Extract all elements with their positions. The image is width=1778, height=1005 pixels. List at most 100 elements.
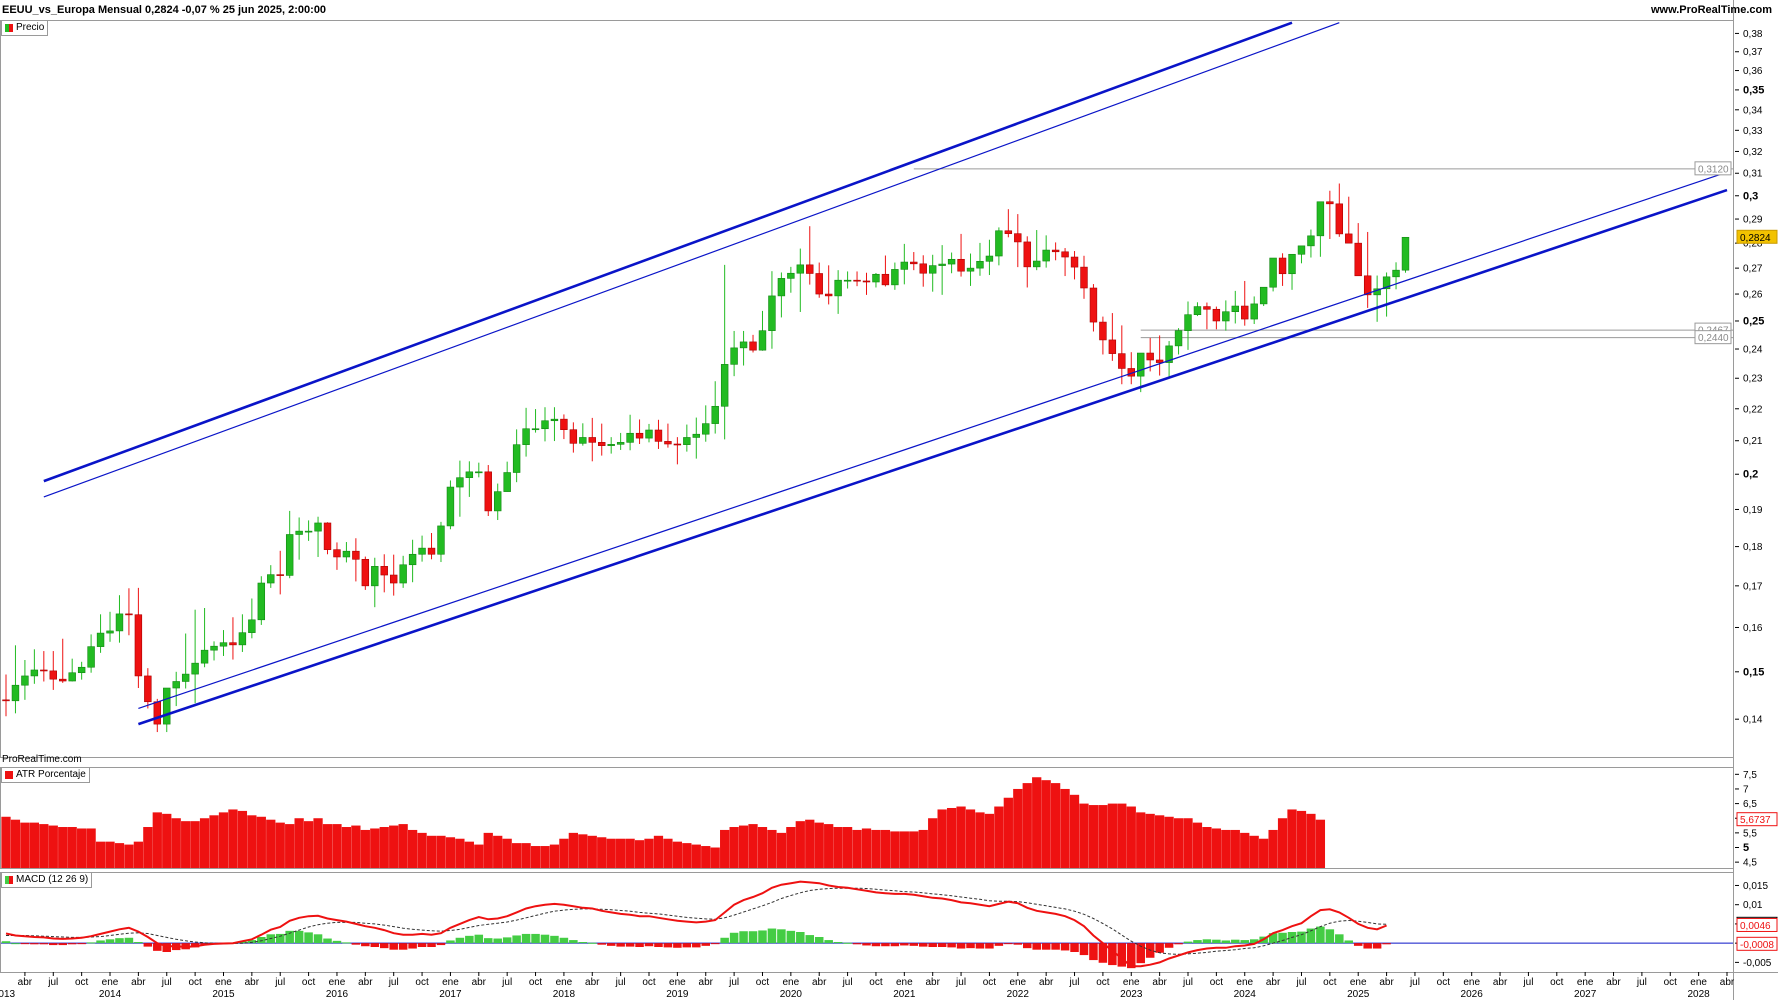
atr-bar	[181, 821, 191, 868]
time-month-label: ene	[102, 977, 119, 988]
atr-bar	[1183, 818, 1193, 868]
atr-bar	[842, 827, 853, 868]
price-tick-label: 0,36	[1743, 66, 1763, 77]
atr-bar	[672, 841, 683, 868]
macd-tick-label: 0,015	[1743, 881, 1768, 892]
time-month-label: jul	[1182, 977, 1193, 988]
time-month-label: jul	[1409, 977, 1420, 988]
candle-body	[418, 547, 426, 555]
time-month-label: ene	[669, 977, 686, 988]
macd-histogram-bar	[673, 943, 682, 948]
atr-bar	[691, 844, 701, 868]
macd-value: 0,0046	[1736, 917, 1778, 932]
candle-body	[1174, 330, 1183, 347]
atr-bar	[805, 819, 815, 868]
level-label: 0,3120	[1694, 161, 1732, 176]
atr-bar	[493, 835, 503, 868]
time-month-label: jul	[161, 977, 172, 988]
price-tick-label: 0,15	[1743, 666, 1764, 678]
atr-bar	[58, 827, 68, 868]
atr-bar	[909, 831, 919, 868]
candle-body	[172, 681, 180, 689]
candle-body	[1184, 314, 1192, 331]
macd-histogram-bar	[720, 937, 729, 944]
macd-line	[5, 880, 1387, 968]
atr-bar	[1003, 797, 1013, 868]
atr-bar	[1211, 828, 1222, 868]
legend-atr[interactable]: ATR Porcentaje	[1, 767, 90, 783]
candle-body	[787, 272, 795, 279]
atr-bar	[1, 816, 11, 868]
macd-histogram-bar	[285, 930, 294, 944]
time-month-label: jul	[1069, 977, 1080, 988]
macd-histogram-bar	[417, 943, 427, 947]
macd-histogram-bar	[1221, 940, 1231, 944]
candle-body	[238, 632, 247, 646]
macd-histogram-bar	[1344, 940, 1354, 944]
candle-body	[928, 265, 937, 274]
macd-histogram-bar	[502, 937, 512, 944]
price-tick-label: 0,25	[1743, 315, 1764, 327]
macd-value-text: 0,0046	[1740, 921, 1771, 932]
macd-histogram-bar	[1127, 943, 1136, 969]
candle-body	[1042, 249, 1050, 262]
time-month-label: oct	[756, 977, 770, 988]
macd-histogram-bar	[427, 943, 436, 947]
atr-bar	[228, 809, 238, 868]
macd-histogram-bar	[833, 942, 843, 944]
candle-body	[739, 341, 748, 349]
atr-bar	[77, 828, 87, 868]
candle-body	[323, 522, 332, 550]
candle-body	[49, 670, 57, 680]
macd-histogram-bar	[247, 940, 257, 944]
candle-body	[985, 255, 994, 262]
candle-body	[824, 293, 833, 297]
macd-histogram-bar	[862, 943, 871, 946]
time-month-label: oct	[75, 977, 89, 988]
atr-bar	[587, 835, 597, 868]
candle-body	[59, 678, 67, 682]
atr-bar	[1117, 803, 1127, 868]
time-month-label: oct	[1323, 977, 1337, 988]
atr-bar	[502, 838, 512, 868]
price-tick-label: 0,29	[1743, 215, 1763, 226]
price-last-value: 0,2824	[1736, 229, 1778, 244]
atr-bar	[1145, 813, 1155, 868]
atr-bar	[814, 822, 824, 868]
time-month-label: oct	[869, 977, 883, 988]
atr-bar	[720, 829, 730, 868]
candle-body	[1250, 303, 1258, 320]
candle-body	[314, 522, 322, 532]
price-last-value-text: 0,2824	[1740, 233, 1771, 244]
macd-histogram-bar	[739, 931, 748, 944]
macd-tick-label: 0,01	[1743, 900, 1763, 911]
candle-body	[938, 263, 946, 266]
candle-body	[777, 278, 786, 297]
time-month-label: abr	[699, 977, 714, 988]
candle-body	[1193, 306, 1202, 315]
atr-bar	[1060, 788, 1070, 868]
candle-body	[1297, 245, 1306, 255]
channel-line	[138, 171, 1728, 710]
candle-body	[541, 420, 549, 430]
macd-histogram-bar	[947, 943, 956, 948]
time-month-label: ene	[329, 977, 346, 988]
candle-body	[1278, 257, 1287, 275]
macd-histogram-bar	[1004, 943, 1013, 945]
candle-body	[626, 432, 634, 443]
atr-bar	[162, 813, 172, 868]
macd-histogram-bar	[701, 943, 711, 946]
macd-histogram-bar	[474, 934, 484, 944]
candle-body	[304, 530, 313, 533]
time-month-label: oct	[415, 977, 429, 988]
candle-body	[106, 630, 114, 634]
macd-histogram-bar	[1202, 939, 1212, 944]
legend-macd[interactable]: MACD (12 26 9)	[1, 872, 93, 888]
site-link[interactable]: www.ProRealTime.com	[1650, 4, 1772, 16]
macd-histogram-bar	[49, 943, 58, 946]
candle-body	[200, 649, 209, 664]
macd-histogram-bar	[1079, 943, 1089, 956]
legend-price[interactable]: Precio	[1, 20, 49, 36]
atr-bar	[124, 844, 134, 868]
macd-histogram-bar	[1032, 943, 1041, 950]
